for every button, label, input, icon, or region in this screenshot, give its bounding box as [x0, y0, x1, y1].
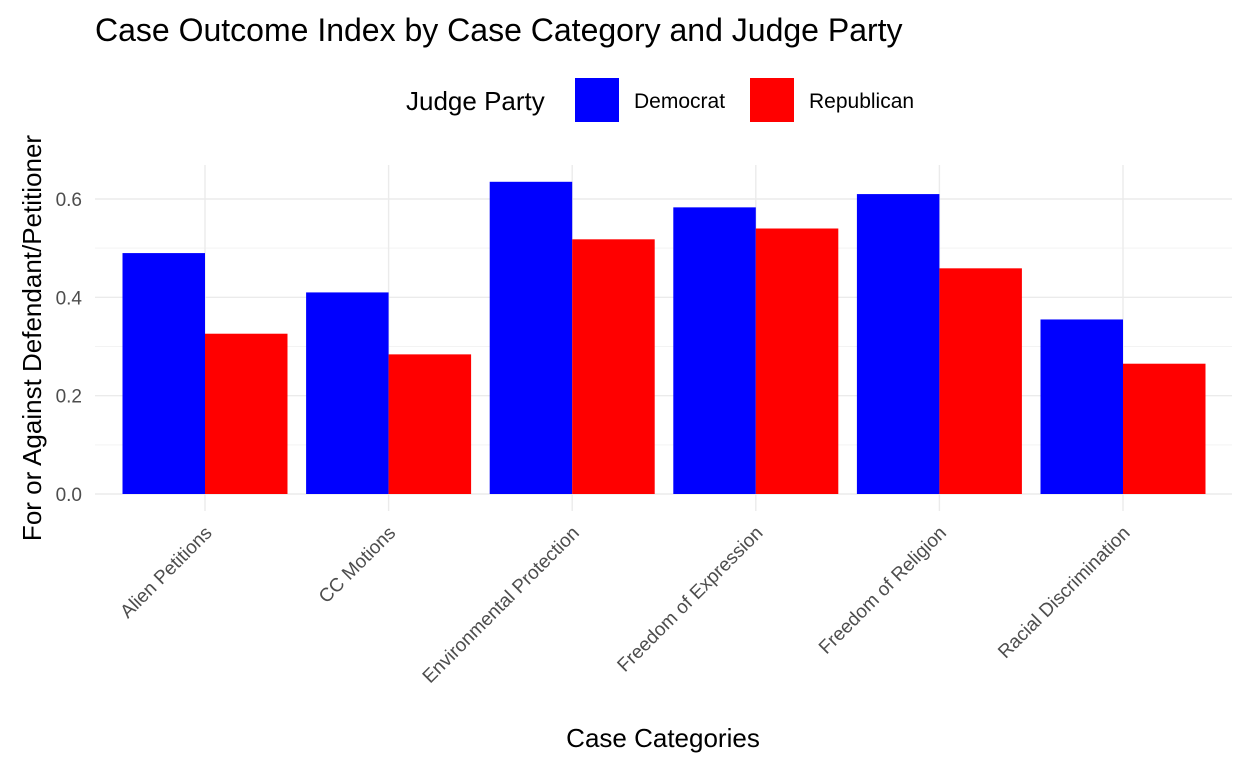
y-tick-label: 0.4 — [56, 288, 83, 309]
bar-democrat-1 — [306, 292, 389, 494]
x-tick-label: Environmental Protection — [419, 523, 584, 688]
bar-republican-2 — [572, 239, 655, 494]
bar-republican-1 — [388, 354, 472, 494]
legend-title: Judge Party — [406, 86, 545, 116]
legend: Judge Party Democrat Republican — [406, 78, 914, 122]
y-tick-label: 0.6 — [56, 190, 82, 211]
legend-key-republican — [750, 78, 794, 122]
y-tick-label: 0.0 — [56, 485, 82, 506]
bar-democrat-5 — [1040, 319, 1123, 494]
x-tick-label: Racial Discrimination — [994, 523, 1134, 663]
x-tick-label: Freedom of Religion — [815, 523, 951, 659]
x-tick-label: CC Motions — [315, 523, 400, 608]
bars — [122, 181, 1206, 495]
y-axis-title: For or Against Defendant/Petitioner — [17, 135, 47, 541]
x-tick-label: Alien Petitions — [117, 523, 217, 623]
legend-key-democrat — [575, 78, 619, 122]
x-tick-label: Freedom of Expression — [614, 523, 768, 677]
bar-republican-0 — [205, 333, 288, 494]
x-axis-ticks: Alien Petitions CC Motions Environmental P… — [117, 523, 1135, 688]
bar-democrat-3 — [673, 207, 756, 494]
chart-title: Case Outcome Index by Case Category and … — [95, 12, 903, 48]
bar-republican-5 — [1123, 363, 1206, 494]
legend-label-republican: Republican — [809, 90, 914, 113]
legend-label-democrat: Democrat — [634, 90, 725, 113]
y-tick-label: 0.2 — [56, 387, 82, 408]
bar-democrat-2 — [489, 181, 573, 494]
y-axis-ticks: 0.0 0.2 0.4 0.6 — [56, 190, 83, 506]
bar-democrat-4 — [856, 194, 940, 495]
bar-democrat-0 — [122, 253, 205, 494]
bar-republican-3 — [755, 228, 839, 494]
bar-republican-4 — [939, 268, 1022, 494]
x-axis-title: Case Categories — [566, 723, 760, 753]
